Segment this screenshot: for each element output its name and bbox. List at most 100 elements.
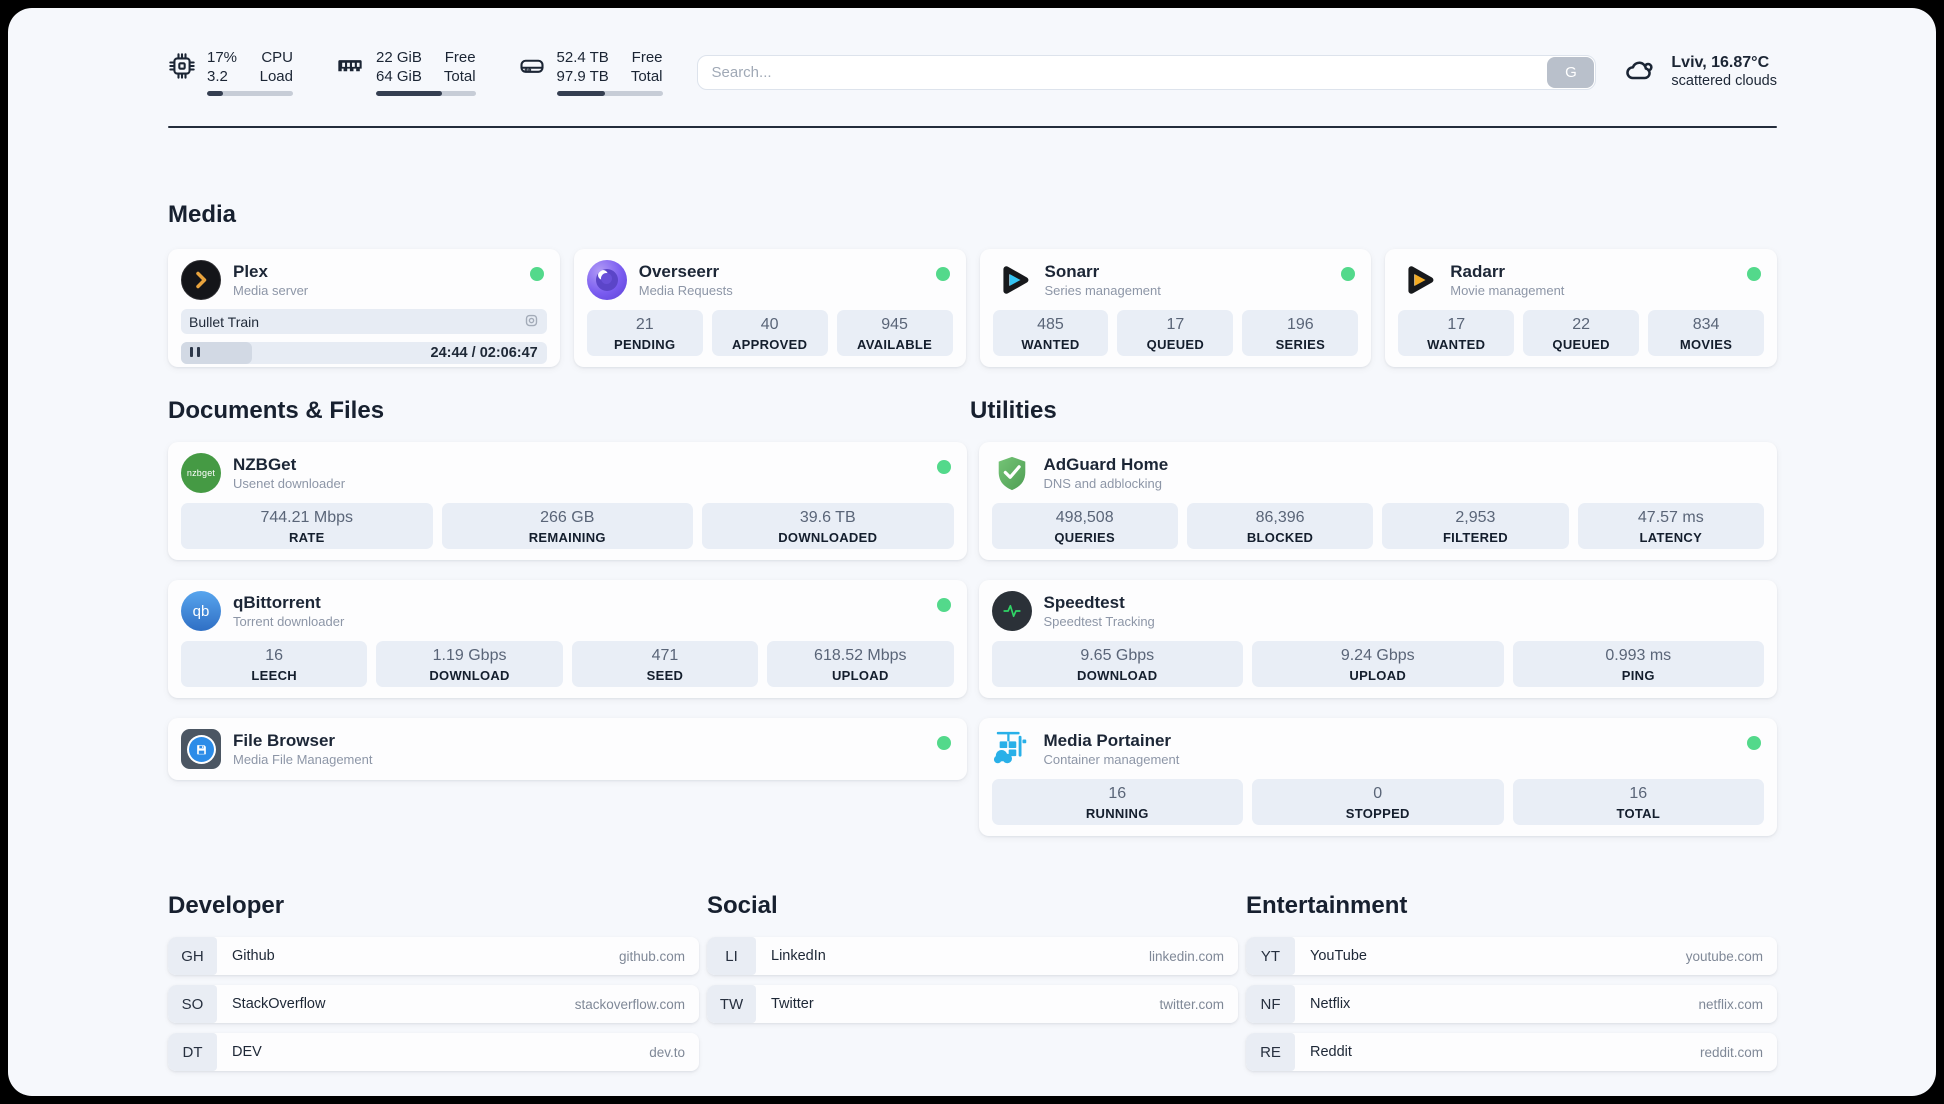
memory-widget: 22 GiB 64 GiB Free Total bbox=[335, 48, 476, 96]
adguard-icon bbox=[992, 453, 1032, 493]
service-card-qbittorrent[interactable]: qb qBittorrent Torrent downloader 16 LEEC… bbox=[168, 580, 967, 698]
bookmark-name: StackOverflow bbox=[232, 996, 326, 1012]
service-desc: Speedtest Tracking bbox=[1043, 613, 1155, 629]
ram-icon bbox=[335, 52, 365, 96]
status-online-dot bbox=[529, 267, 544, 281]
service-card-filebrowser[interactable]: File Browser Media File Management bbox=[168, 718, 967, 780]
section-title-developer: Developer bbox=[168, 892, 285, 919]
topbar: 17% 3.2 CPU Load bbox=[168, 48, 1777, 96]
disk-progress-fill bbox=[556, 91, 606, 96]
bookmark-stackoverflow[interactable]: SO StackOverflow stackoverflow.com bbox=[168, 985, 699, 1023]
stat-queued: 17 QUEUED bbox=[1117, 310, 1234, 356]
service-card-plex[interactable]: Plex Media server Bullet Train 24:44 / 0… bbox=[168, 249, 560, 367]
bookmark-url: dev.to bbox=[649, 1044, 685, 1060]
status-online-dot bbox=[936, 460, 951, 474]
stat-upload: 9.24 Gbps UPLOAD bbox=[1252, 641, 1504, 687]
service-card-nzbget[interactable]: nzbget NZBGet Usenet downloader 744.21 M… bbox=[168, 442, 967, 560]
service-desc: Torrent downloader bbox=[233, 613, 345, 629]
bookmarks-developer: GH Github github.com SO StackOverflow st… bbox=[168, 937, 699, 1071]
section-title-media: Media bbox=[168, 201, 237, 228]
service-desc: DNS and adblocking bbox=[1043, 475, 1163, 491]
stat-download: 9.65 Gbps DOWNLOAD bbox=[991, 641, 1243, 687]
cpu-progress-fill bbox=[207, 91, 224, 96]
service-card-adguard[interactable]: AdGuard Home DNS and adblocking 498,508 Q… bbox=[978, 442, 1777, 560]
overseerr-icon bbox=[586, 260, 627, 300]
bookmark-abbr: LI bbox=[707, 937, 756, 975]
stat-queries: 498,508 QUERIES bbox=[991, 503, 1178, 549]
plex-icon bbox=[181, 260, 221, 300]
stat-available: 945 AVAILABLE bbox=[836, 310, 953, 356]
memory-total-label: Total bbox=[443, 68, 476, 85]
bookmark-url: linkedin.com bbox=[1148, 948, 1224, 964]
stat-remaining: 266 GB REMAINING bbox=[441, 503, 693, 549]
service-card-speedtest[interactable]: Speedtest Speedtest Tracking 9.65 Gbps DO… bbox=[978, 580, 1777, 698]
search-engine-button[interactable]: G bbox=[1547, 56, 1595, 88]
playback-progress-fill bbox=[181, 342, 253, 364]
weather-condition: scattered clouds bbox=[1671, 73, 1777, 89]
cpu-widget: 17% 3.2 CPU Load bbox=[168, 48, 293, 96]
bookmark-abbr: TW bbox=[707, 985, 756, 1023]
stat-upload: 618.52 Mbps UPLOAD bbox=[767, 641, 954, 687]
bookmark-name: Github bbox=[232, 948, 275, 964]
service-name: Overseerr bbox=[638, 261, 720, 281]
documents-column: nzbget NZBGet Usenet downloader 744.21 M… bbox=[168, 442, 967, 780]
stat-movies: 834 MOVIES bbox=[1648, 310, 1765, 356]
service-card-overseerr[interactable]: Overseerr Media Requests 21 PENDING 40 APP… bbox=[573, 249, 966, 367]
stat-download: 1.19 Gbps DOWNLOAD bbox=[376, 641, 563, 687]
bookmark-url: netflix.com bbox=[1698, 996, 1763, 1012]
stat-running: 16 RUNNING bbox=[991, 779, 1243, 825]
bookmark-github[interactable]: GH Github github.com bbox=[168, 937, 699, 975]
service-desc: Media server bbox=[233, 282, 309, 298]
service-card-portainer[interactable]: Media Portainer Container management 16 R… bbox=[978, 718, 1777, 836]
pause-icon[interactable] bbox=[190, 344, 201, 362]
search-input[interactable] bbox=[696, 54, 1597, 90]
memory-free-value: 22 GiB bbox=[376, 49, 422, 66]
service-name: Speedtest bbox=[1043, 592, 1125, 612]
radarr-icon bbox=[1398, 260, 1438, 300]
cpu-label: CPU bbox=[261, 49, 293, 66]
status-online-dot bbox=[936, 598, 951, 612]
service-name: AdGuard Home bbox=[1043, 454, 1169, 474]
bookmark-linkedin[interactable]: LI LinkedIn linkedin.com bbox=[707, 937, 1238, 975]
bookmark-url: youtube.com bbox=[1685, 948, 1763, 964]
stat-total: 16 TOTAL bbox=[1512, 779, 1764, 825]
status-online-dot bbox=[936, 736, 951, 750]
stat-leech: 16 LEECH bbox=[181, 641, 368, 687]
search-box: G bbox=[696, 54, 1597, 90]
bookmark-name: Twitter bbox=[771, 996, 814, 1012]
cpu-icon bbox=[168, 52, 196, 96]
now-playing-row: Bullet Train bbox=[181, 309, 547, 334]
stat-approved: 40 APPROVED bbox=[711, 310, 828, 356]
bookmark-netflix[interactable]: NF Netflix netflix.com bbox=[1246, 985, 1777, 1023]
nzbget-icon: nzbget bbox=[181, 453, 221, 493]
bookmark-abbr: GH bbox=[168, 937, 217, 975]
service-desc: Usenet downloader bbox=[233, 475, 346, 491]
stat-series: 196 SERIES bbox=[1242, 310, 1359, 356]
now-playing-title: Bullet Train bbox=[189, 313, 260, 330]
service-card-sonarr[interactable]: Sonarr Series management 485 WANTED 17 QUE… bbox=[979, 249, 1372, 367]
bookmark-abbr: DT bbox=[168, 1033, 217, 1071]
qbittorrent-icon: qb bbox=[181, 591, 221, 631]
bookmark-youtube[interactable]: YT YouTube youtube.com bbox=[1246, 937, 1777, 975]
stat-blocked: 86,396 BLOCKED bbox=[1186, 503, 1374, 549]
cpu-progressbar bbox=[207, 91, 293, 96]
stat-rate: 744.21 Mbps RATE bbox=[181, 503, 433, 549]
disk-widget: 52.4 TB 97.9 TB Free Total bbox=[518, 48, 663, 96]
stat-wanted: 485 WANTED bbox=[992, 310, 1109, 356]
stat-queued: 22 QUEUED bbox=[1523, 310, 1640, 356]
stat-ping: 0.993 ms PING bbox=[1512, 641, 1764, 687]
service-card-radarr[interactable]: Radarr Movie management 17 WANTED 22 QUEUE… bbox=[1385, 249, 1777, 367]
bookmark-twitter[interactable]: TW Twitter twitter.com bbox=[707, 985, 1238, 1023]
bookmark-reddit[interactable]: RE Reddit reddit.com bbox=[1246, 1033, 1777, 1071]
stat-filtered: 2,953 FILTERED bbox=[1382, 503, 1569, 549]
header-divider bbox=[168, 126, 1777, 128]
bookmark-url: stackoverflow.com bbox=[574, 996, 685, 1012]
service-desc: Series management bbox=[1044, 282, 1161, 298]
status-online-dot bbox=[1747, 736, 1761, 750]
bookmark-dev[interactable]: DT DEV dev.to bbox=[168, 1033, 699, 1071]
dashboard-page: 17% 3.2 CPU Load bbox=[8, 8, 1936, 1096]
bookmark-name: DEV bbox=[232, 1044, 262, 1060]
service-name: Radarr bbox=[1450, 261, 1506, 281]
disk-total-label: Total bbox=[630, 68, 663, 85]
memory-progressbar bbox=[376, 91, 476, 96]
